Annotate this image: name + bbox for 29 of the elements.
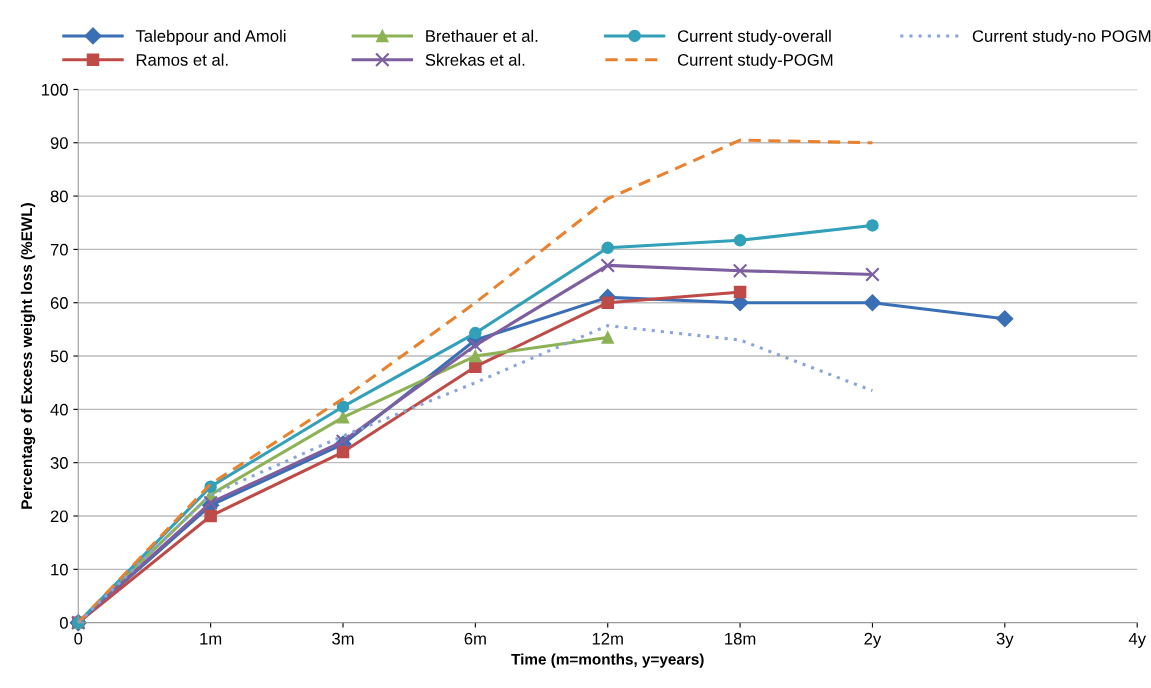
x-tick-label: 12m: [592, 632, 623, 645]
x-tick-label: 4y: [1128, 632, 1146, 648]
y-tick-label: 0: [59, 617, 68, 629]
x-tick-label: 6m: [464, 632, 486, 645]
y-tick-label: 20: [50, 510, 68, 523]
x-tick-label: 3m: [332, 632, 354, 645]
y-tick-label: 80: [50, 190, 68, 203]
x-axis-title: Time (m=months, y=years): [511, 653, 704, 668]
legend-label: Current study-no POGM: [972, 29, 1151, 46]
y-tick-label: 100: [42, 83, 68, 96]
x-tick-label: 3y: [996, 632, 1014, 648]
x-tick-label: 2y: [864, 632, 882, 648]
y-tick-label: 30: [50, 457, 68, 469]
y-axis-title: Percentage of Excess weight loss (%EWL): [20, 203, 36, 509]
legend-label: Current study-overall: [677, 29, 831, 46]
legend-label: Skrekas et al.: [425, 53, 525, 66]
x-tick-label: 18m: [725, 632, 756, 645]
y-tick-label: 10: [51, 563, 68, 576]
legend-label: Current study-POGM: [677, 53, 833, 70]
legend-label: Brethauer et al.: [426, 29, 538, 42]
y-tick-label: 60: [50, 297, 68, 309]
y-tick-label: 90: [50, 137, 68, 149]
x-tick-label: 0: [74, 632, 83, 645]
x-tick-label: 1m: [200, 632, 222, 645]
legend-label: Talebpour and Amoli: [135, 29, 286, 46]
y-tick-label: 70: [50, 243, 68, 256]
y-tick-label: 40: [50, 403, 68, 416]
legend-label: Ramos et al.: [136, 53, 228, 66]
y-tick-label: 50: [50, 350, 68, 363]
